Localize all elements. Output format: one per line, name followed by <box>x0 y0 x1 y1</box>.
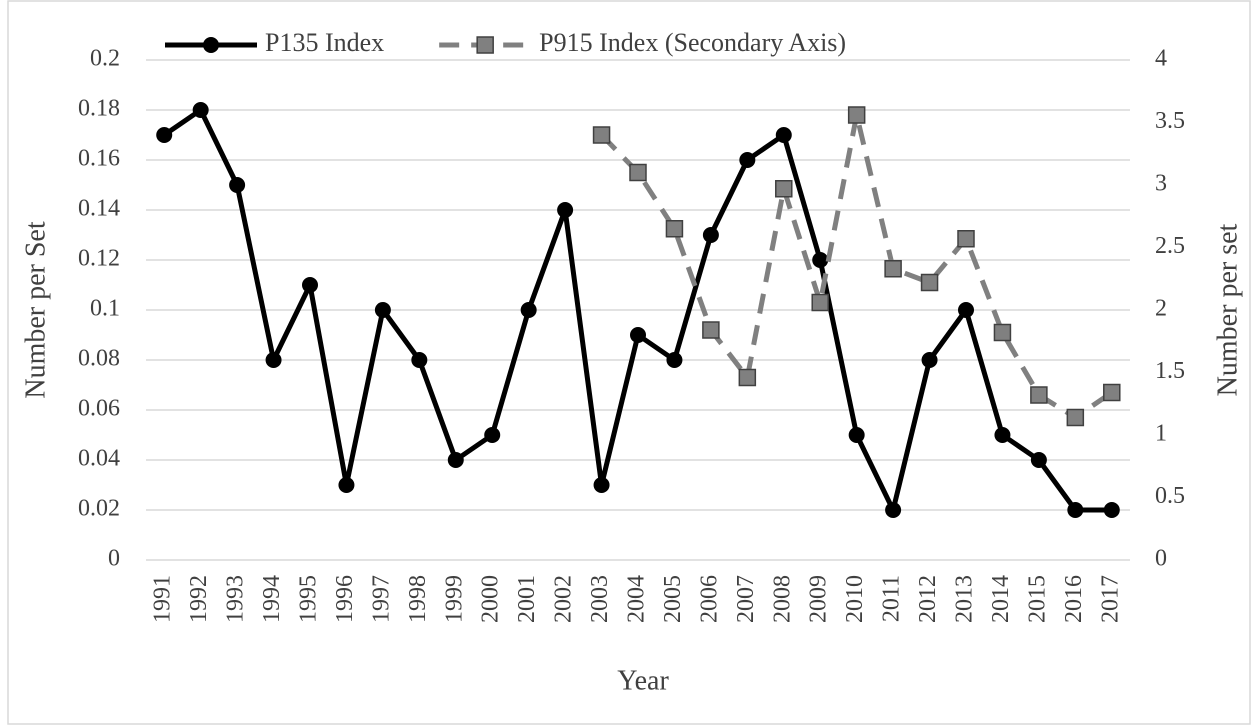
point <box>811 293 829 312</box>
point <box>958 302 974 318</box>
y-tick-label: 0.04 <box>78 446 120 472</box>
x-tick-label: 1993 <box>223 575 249 623</box>
x-tick-label: 2006 <box>696 575 722 623</box>
y2-tick-label: 0 <box>1155 546 1167 572</box>
point <box>302 277 318 293</box>
point <box>1103 502 1120 518</box>
y-tick-label: 0.12 <box>78 246 120 272</box>
x-tick-label: 1996 <box>332 575 358 623</box>
x-tick-label: 2002 <box>551 575 577 623</box>
y-tick-label: 0.16 <box>78 146 120 172</box>
x-tick-label: 2013 <box>952 575 978 623</box>
point <box>957 230 975 248</box>
point <box>1067 502 1084 518</box>
y-tick-label: 0.06 <box>78 396 120 422</box>
point <box>1030 452 1047 468</box>
point <box>1030 386 1048 404</box>
x-tick-label: 1992 <box>186 575 212 623</box>
point <box>520 302 537 318</box>
point <box>338 477 355 493</box>
point <box>884 260 902 278</box>
point <box>192 102 209 118</box>
x-tick-label: 2003 <box>587 575 613 623</box>
point <box>993 323 1012 342</box>
y2-tick-label: 2.5 <box>1155 233 1185 259</box>
y-tick-label: 0.18 <box>78 96 120 122</box>
point <box>203 37 219 53</box>
y2-tick-label: 4 <box>1155 46 1167 72</box>
x-tick-label: 1998 <box>405 575 431 623</box>
legend-label: P915 Index (Secondary Axis) <box>539 28 846 57</box>
point <box>994 427 1011 443</box>
point <box>1103 383 1121 402</box>
y-tick-label: 0 <box>108 546 120 572</box>
point <box>229 177 246 193</box>
x-tick-label: 1997 <box>368 575 394 623</box>
point <box>1066 408 1085 427</box>
y-tick-label: 0.1 <box>90 296 120 322</box>
point <box>775 180 793 198</box>
point <box>630 327 646 343</box>
point <box>411 352 428 368</box>
y2-tick-label: 1 <box>1155 421 1167 447</box>
series-line <box>599 112 1114 420</box>
point <box>848 427 865 443</box>
point <box>775 127 792 143</box>
y-tick-label: 0.02 <box>78 496 120 522</box>
y-tick-label: 0.2 <box>90 46 120 72</box>
point <box>666 352 683 368</box>
x-tick-label: 2005 <box>660 575 686 623</box>
x-tick-label: 2000 <box>478 575 504 623</box>
point <box>557 202 574 218</box>
y-axis-title: Number per Set <box>20 221 51 399</box>
x-tick-label: 2001 <box>514 575 540 623</box>
point <box>265 352 282 368</box>
point <box>702 321 720 339</box>
x-tick-label: 2016 <box>1061 575 1087 623</box>
x-tick-label: 2017 <box>1097 575 1123 623</box>
x-tick-label: 1999 <box>441 575 467 623</box>
x-axis-title: Year <box>617 665 669 696</box>
y2-tick-label: 2 <box>1155 296 1167 322</box>
point <box>156 127 173 143</box>
x-tick-label: 2008 <box>769 575 795 623</box>
x-tick-label: 2012 <box>915 575 941 623</box>
y-tick-label: 0.08 <box>78 346 120 372</box>
y-tick-label: 0.14 <box>78 196 120 222</box>
point <box>738 368 757 387</box>
x-tick-label: 1995 <box>296 575 322 623</box>
x-tick-label: 2011 <box>879 575 905 622</box>
x-tick-label: 2004 <box>624 575 650 623</box>
y2-tick-label: 3.5 <box>1155 108 1185 134</box>
x-tick-label: 2014 <box>988 575 1014 623</box>
point <box>592 126 611 144</box>
point <box>629 163 647 182</box>
point <box>812 252 829 268</box>
point <box>665 220 684 238</box>
x-tick-label: 1994 <box>259 575 285 623</box>
y2-axis-title: Number per set <box>1212 223 1243 396</box>
point <box>702 227 719 243</box>
point <box>593 477 610 493</box>
x-tick-label: 2015 <box>1024 575 1050 623</box>
point <box>739 152 756 168</box>
point <box>920 273 939 292</box>
legend-label: P135 Index <box>265 28 384 57</box>
point <box>847 106 866 124</box>
point <box>921 352 938 368</box>
y2-tick-label: 0.5 <box>1155 483 1185 509</box>
y2-tick-label: 1.5 <box>1155 358 1185 384</box>
point <box>374 302 391 318</box>
x-tick-label: 2010 <box>842 575 868 623</box>
y2-tick-label: 3 <box>1155 171 1167 197</box>
point <box>484 427 501 443</box>
point <box>447 452 464 468</box>
x-tick-label: 2009 <box>806 575 832 623</box>
x-tick-label: 1991 <box>150 575 176 623</box>
x-tick-label: 2007 <box>733 575 759 623</box>
point <box>885 502 902 518</box>
point <box>476 36 494 54</box>
